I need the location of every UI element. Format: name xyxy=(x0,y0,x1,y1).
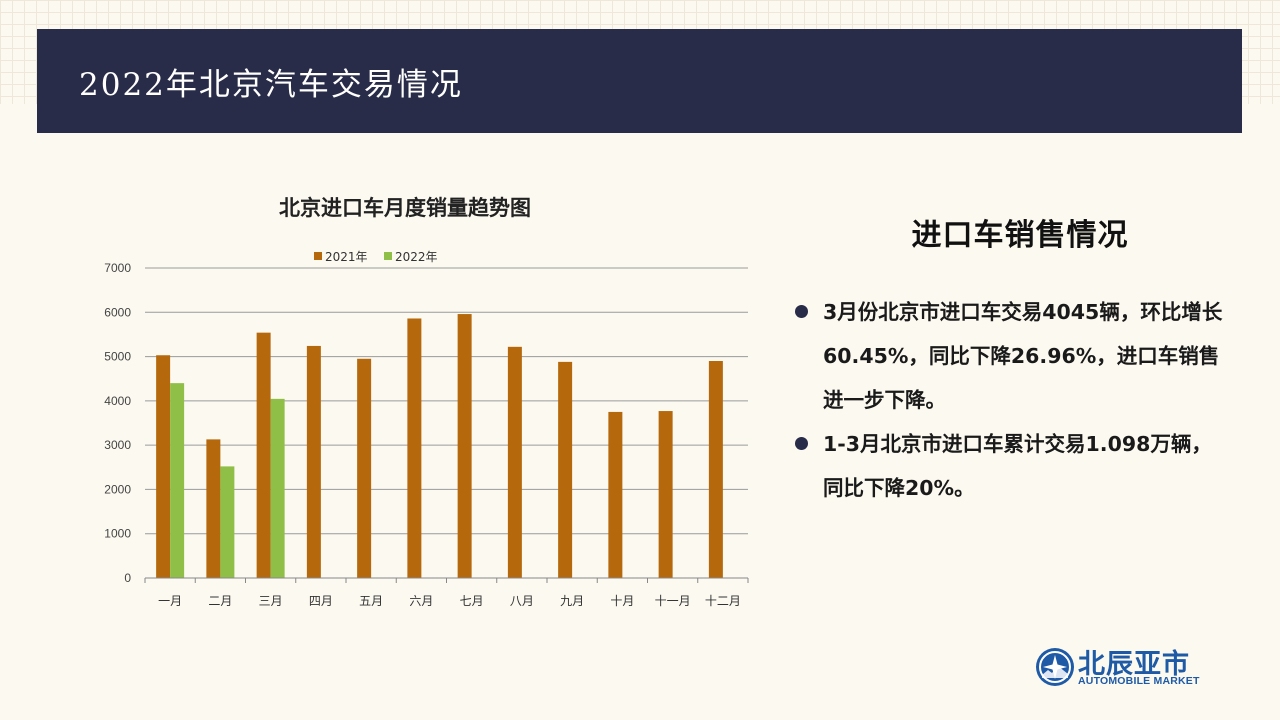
x-tick-label: 十一月 xyxy=(655,594,691,608)
bullet-list: 3月份北京市进口车交易4045辆，环比增长60.45%，同比下降26.96%，进… xyxy=(795,290,1225,510)
logo-text-en: AUTOMOBILE MARKET xyxy=(1078,675,1200,687)
bar-2021年 xyxy=(156,355,171,578)
logo-text-cn: 北辰亚市 xyxy=(1078,649,1190,680)
bullet-text: 1-3月北京市进口车累计交易1.098万辆，同比下降20%。 xyxy=(823,432,1212,500)
bar-2021年 xyxy=(708,361,723,578)
bar-2021年 xyxy=(206,439,221,578)
x-tick-label: 八月 xyxy=(510,594,534,608)
y-tick-label: 3000 xyxy=(104,438,131,452)
bullet-dot xyxy=(795,437,808,450)
x-tick-label: 十月 xyxy=(610,594,634,608)
chart-title: 北京进口车月度销量趋势图 xyxy=(279,196,531,220)
bar-2021年 xyxy=(306,345,321,578)
bullet-text: 3月份北京市进口车交易4045辆，环比增长60.45%，同比下降26.96%，进… xyxy=(823,300,1223,412)
bar-2022年 xyxy=(220,466,235,578)
y-tick-label: 6000 xyxy=(104,305,131,319)
bullet-item: 1-3月北京市进口车累计交易1.098万辆，同比下降20%。 xyxy=(795,422,1225,510)
bar-2021年 xyxy=(608,411,623,578)
bullet-item: 3月份北京市进口车交易4045辆，环比增长60.45%，同比下降26.96%，进… xyxy=(795,290,1225,422)
x-tick-label: 六月 xyxy=(409,594,433,608)
bar-2021年 xyxy=(256,332,271,578)
x-tick-label: 七月 xyxy=(460,594,484,608)
bar-2021年 xyxy=(658,411,673,578)
logo-emblem-icon xyxy=(1036,648,1074,686)
y-tick-label: 2000 xyxy=(104,482,131,496)
page-title: 2022年北京汽车交易情况 xyxy=(79,67,463,103)
legend-label: 2022年 xyxy=(395,250,438,264)
x-tick-label: 一月 xyxy=(158,594,182,608)
bar-2022年 xyxy=(170,383,185,578)
x-tick-label: 九月 xyxy=(560,594,584,608)
x-tick-label: 五月 xyxy=(359,594,383,608)
bar-2021年 xyxy=(507,346,522,578)
header-bar: 2022年北京汽车交易情况 xyxy=(37,29,1242,133)
bullet-dot xyxy=(795,305,808,318)
legend-swatch xyxy=(314,252,322,260)
bar-2021年 xyxy=(457,314,472,578)
x-tick-label: 四月 xyxy=(309,594,333,608)
legend-label: 2021年 xyxy=(325,250,368,264)
x-tick-label: 十二月 xyxy=(705,594,741,608)
bar-chart: 0 1000 2000 3000 4000 5000 6000 7000 一月 二月 三月 四月 五月 六… xyxy=(104,250,749,608)
y-tick-label: 5000 xyxy=(104,350,131,364)
content-background xyxy=(0,104,1280,720)
bar-2021年 xyxy=(407,318,422,578)
y-tick-label: 7000 xyxy=(104,261,131,275)
bar-2021年 xyxy=(558,361,573,578)
bar-2022年 xyxy=(270,398,285,578)
x-tick-label: 二月 xyxy=(208,594,232,608)
x-tick-label: 三月 xyxy=(259,594,283,608)
bar-2021年 xyxy=(357,358,372,578)
y-tick-label: 0 xyxy=(124,571,131,585)
side-title: 进口车销售情况 xyxy=(911,218,1129,253)
legend-swatch xyxy=(384,252,392,260)
y-tick-label: 4000 xyxy=(104,394,131,408)
company-logo: 北辰亚市 AUTOMOBILE MARKET xyxy=(1036,646,1216,692)
y-tick-label: 1000 xyxy=(104,527,131,541)
